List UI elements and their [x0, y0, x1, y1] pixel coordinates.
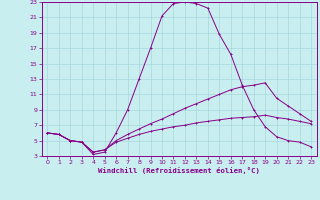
- X-axis label: Windchill (Refroidissement éolien,°C): Windchill (Refroidissement éolien,°C): [98, 167, 260, 174]
